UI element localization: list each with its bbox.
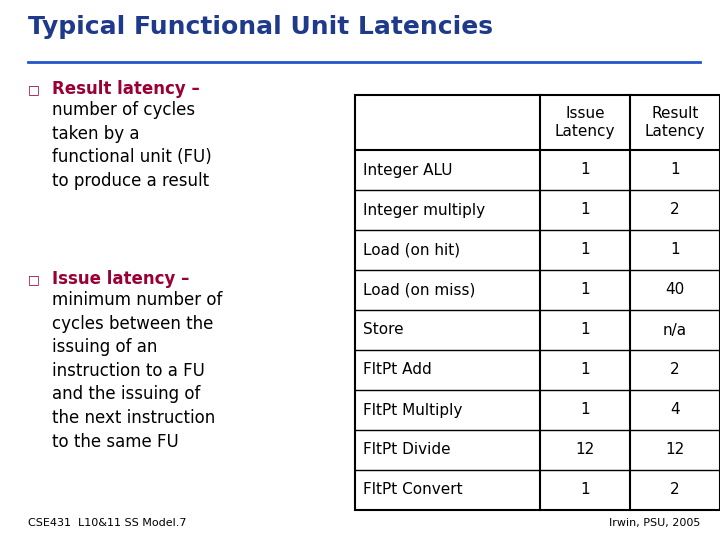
Text: 1: 1: [580, 242, 590, 258]
Text: FltPt Divide: FltPt Divide: [363, 442, 451, 457]
Text: 1: 1: [670, 163, 680, 178]
Text: □: □: [28, 83, 40, 96]
Text: Load (on miss): Load (on miss): [363, 282, 475, 298]
Bar: [355, 95, 720, 510]
Text: 1: 1: [580, 202, 590, 218]
Text: 40: 40: [665, 282, 685, 298]
Text: 1: 1: [580, 282, 590, 298]
Text: CSE431  L10&11 SS Model.7: CSE431 L10&11 SS Model.7: [28, 518, 186, 528]
Text: n/a: n/a: [663, 322, 687, 338]
Text: FltPt Add: FltPt Add: [363, 362, 432, 377]
Text: 2: 2: [670, 483, 680, 497]
Text: 1: 1: [580, 402, 590, 417]
Text: 4: 4: [670, 402, 680, 417]
Text: 1: 1: [580, 362, 590, 377]
Text: 1: 1: [670, 242, 680, 258]
Text: number of cycles
taken by a
functional unit (FU)
to produce a result: number of cycles taken by a functional u…: [52, 101, 212, 190]
Text: Load (on hit): Load (on hit): [363, 242, 460, 258]
Text: minimum number of
cycles between the
issuing of an
instruction to a FU
and the i: minimum number of cycles between the iss…: [52, 291, 222, 450]
Text: 1: 1: [580, 483, 590, 497]
Text: 2: 2: [670, 202, 680, 218]
Text: 2: 2: [670, 362, 680, 377]
Text: 12: 12: [575, 442, 595, 457]
Text: Issue latency –: Issue latency –: [52, 270, 189, 288]
Text: Irwin, PSU, 2005: Irwin, PSU, 2005: [608, 518, 700, 528]
Text: Result
Latency: Result Latency: [644, 106, 706, 139]
Text: 1: 1: [580, 322, 590, 338]
Text: Integer ALU: Integer ALU: [363, 163, 452, 178]
Text: Result latency –: Result latency –: [52, 80, 199, 98]
Text: Store: Store: [363, 322, 404, 338]
Text: FltPt Convert: FltPt Convert: [363, 483, 463, 497]
Text: Issue
Latency: Issue Latency: [554, 106, 616, 139]
Text: 1: 1: [580, 163, 590, 178]
Text: FltPt Multiply: FltPt Multiply: [363, 402, 462, 417]
Text: 12: 12: [665, 442, 685, 457]
Text: Typical Functional Unit Latencies: Typical Functional Unit Latencies: [28, 15, 493, 39]
Text: □: □: [28, 273, 40, 286]
Text: Integer multiply: Integer multiply: [363, 202, 485, 218]
